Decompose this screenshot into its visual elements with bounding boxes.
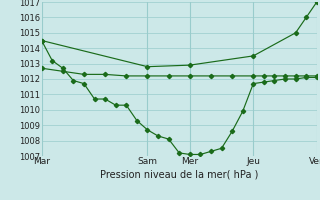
X-axis label: Pression niveau de la mer( hPa ): Pression niveau de la mer( hPa ) bbox=[100, 169, 258, 179]
